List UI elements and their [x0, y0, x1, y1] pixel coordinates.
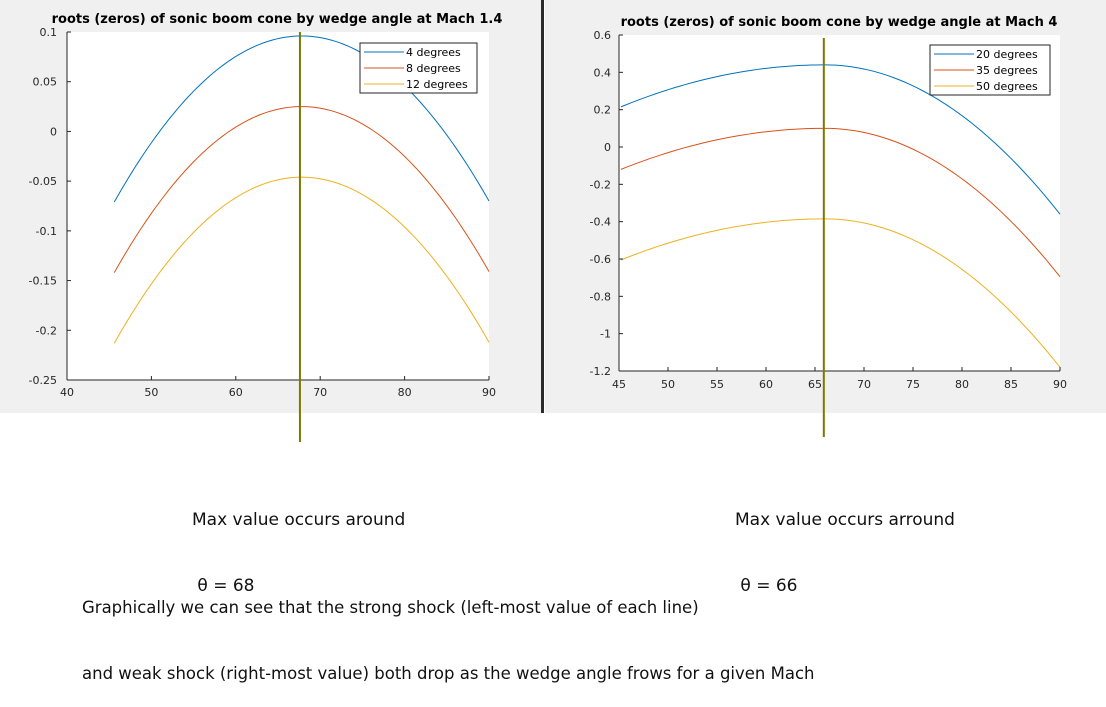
x-tick-label: 80 [398, 386, 412, 399]
x-tick-label: 65 [808, 378, 822, 391]
chart-mach-1-4: roots (zeros) of sonic boom cone by wedg… [29, 12, 503, 442]
y-tick-label: -0.15 [29, 275, 57, 288]
max-note-right: Max value occurs arround θ = 66 [735, 465, 955, 619]
charts-canvas: roots (zeros) of sonic boom cone by wedg… [29, 12, 1067, 442]
y-tick-label: 0.4 [594, 66, 612, 79]
conclusion-line1: Graphically we can see that the strong s… [82, 598, 699, 617]
x-tick-label: 80 [955, 378, 969, 391]
y-tick-label: -1 [600, 328, 611, 341]
x-tick-label: 85 [1004, 378, 1018, 391]
y-tick-label: 0.2 [594, 104, 612, 117]
legend-label-4-degrees: 4 degrees [406, 46, 461, 59]
x-tick-label: 45 [612, 378, 626, 391]
legend-label-8-degrees: 8 degrees [406, 62, 461, 75]
series-line-8-degrees [113, 106, 490, 273]
x-tick-label: 55 [710, 378, 724, 391]
x-tick-label: 50 [144, 386, 158, 399]
y-tick-label: -0.1 [36, 225, 57, 238]
legend-label-35-degrees: 35 degrees [976, 64, 1038, 77]
series-line-4-degrees [113, 35, 490, 203]
y-tick-label: 0.1 [40, 26, 58, 39]
max-note-left-line1: Max value occurs around [192, 510, 406, 530]
series-line-50-degrees [620, 218, 1061, 368]
x-tick-label: 70 [313, 386, 327, 399]
panel-divider [541, 0, 544, 413]
y-tick-label: 0.6 [594, 29, 612, 42]
y-tick-label: -0.4 [590, 216, 611, 229]
x-tick-label: 40 [60, 386, 74, 399]
series-line-12-degrees [113, 176, 490, 344]
x-tick-label: 90 [482, 386, 496, 399]
legend-box [929, 44, 1051, 96]
max-note-right-line1: Max value occurs arround [735, 510, 955, 530]
y-tick-label: -0.25 [29, 374, 57, 387]
max-note-right-line2: θ = 66 [735, 576, 798, 596]
conclusion-text: Graphically we can see that the strong s… [82, 553, 815, 707]
y-tick-label: 0 [604, 141, 611, 154]
y-tick-label: -0.6 [590, 253, 611, 266]
x-tick-label: 70 [857, 378, 871, 391]
max-note-left-line2: θ = 68 [192, 576, 255, 596]
x-tick-label: 50 [661, 378, 675, 391]
chart-mach-4: roots (zeros) of sonic boom cone by wedg… [590, 15, 1067, 437]
max-note-left: Max value occurs around θ = 68 [192, 465, 405, 619]
x-tick-label: 90 [1053, 378, 1067, 391]
legend-label-50-degrees: 50 degrees [976, 80, 1038, 93]
x-tick-label: 60 [229, 386, 243, 399]
y-tick-label: -0.2 [590, 178, 611, 191]
x-tick-label: 75 [906, 378, 920, 391]
legend-label-12-degrees: 12 degrees [406, 78, 468, 91]
y-tick-label: -1.2 [590, 365, 611, 378]
legend-label-20-degrees: 20 degrees [976, 48, 1038, 61]
y-tick-label: -0.05 [29, 175, 57, 188]
series-line-20-degrees [620, 64, 1061, 215]
y-tick-label: -0.2 [36, 324, 57, 337]
conclusion-line2: and weak shock (right-most value) both d… [82, 664, 815, 683]
chart-title: roots (zeros) of sonic boom cone by wedg… [621, 15, 1058, 30]
y-tick-label: -0.8 [590, 290, 611, 303]
x-tick-label: 60 [759, 378, 773, 391]
y-tick-label: 0.05 [33, 76, 58, 89]
series-line-35-degrees [620, 127, 1061, 278]
chart-title: roots (zeros) of sonic boom cone by wedg… [52, 12, 503, 27]
y-tick-label: 0 [50, 125, 57, 138]
